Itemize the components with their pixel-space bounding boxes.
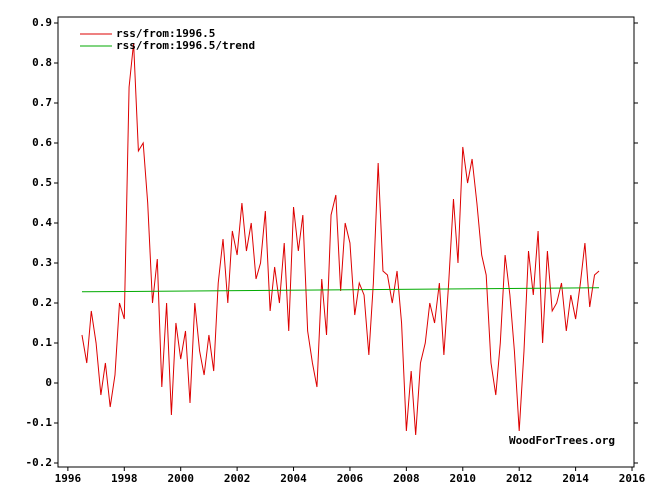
x-tick-label: 2012	[506, 472, 533, 485]
y-tick-label: 0.9	[32, 16, 52, 29]
x-tick-label: 1998	[111, 472, 138, 485]
series-line	[81, 287, 600, 293]
y-tick-label: 0.3	[32, 256, 52, 269]
series-line	[81, 42, 600, 436]
x-tick-label: 2014	[562, 472, 589, 485]
y-tick-label: 0	[45, 376, 52, 389]
x-tick-label: 2008	[393, 472, 420, 485]
x-tick-label: 2016	[619, 472, 646, 485]
x-tick-label: 2002	[224, 472, 251, 485]
legend-label: rss/from:1996.5/trend	[116, 39, 255, 52]
y-tick-label: -0.2	[26, 456, 53, 469]
x-tick-label: 2010	[450, 472, 477, 485]
x-tick-label: 1996	[55, 472, 82, 485]
x-tick-label: 2006	[337, 472, 364, 485]
plot-frame	[57, 16, 635, 468]
y-tick-label: 0.1	[32, 336, 52, 349]
y-tick-label: 0.4	[32, 216, 52, 229]
y-tick-label: 0.8	[32, 56, 52, 69]
y-tick-label: 0.5	[32, 176, 52, 189]
x-tick-label: 2000	[167, 472, 194, 485]
y-tick-label: 0.6	[32, 136, 52, 149]
annotation: WoodForTrees.org	[509, 434, 615, 447]
x-tick-label: 2004	[280, 472, 307, 485]
y-tick-label: -0.1	[26, 416, 53, 429]
y-tick-label: 0.2	[32, 296, 52, 309]
y-tick-label: 0.7	[32, 96, 52, 109]
legend-label: rss/from:1996.5	[116, 27, 215, 40]
